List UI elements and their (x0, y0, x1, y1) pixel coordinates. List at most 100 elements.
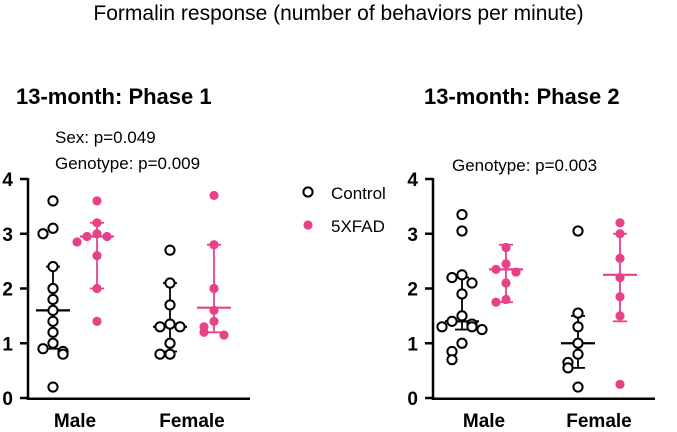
panel-1-title: 13-month: Phase 1 (16, 84, 212, 109)
panel-1-category-label-male: Male (54, 411, 96, 432)
panel-1-control-female-point-3 (164, 318, 176, 330)
panel-2-control-male-point-2 (456, 269, 468, 281)
panel-1-control-male-point-0 (47, 195, 59, 207)
panel-1-5xfad-male-point-3 (82, 231, 92, 242)
panel-1-control-male-point-12 (57, 348, 69, 360)
panel-2-5xfad-male-point-0 (501, 242, 511, 253)
panel-1-control-female-point-2 (164, 299, 176, 311)
panel-2-control-female-point-3 (572, 337, 584, 349)
panel-2-title: 13-month: Phase 2 (424, 84, 620, 109)
panel-1-control-male-point-6 (47, 304, 59, 316)
panel-2-control-male-point-5 (456, 288, 468, 300)
legend-5xfad-label: 5XFAD (331, 217, 385, 236)
panel-2-control-female-point-7 (572, 381, 584, 393)
panel-1-ytick-label-1: 1 (2, 334, 13, 355)
panel-2-5xfad-male-point-5 (501, 294, 511, 305)
panel-2-ytick-label-1: 1 (407, 334, 418, 355)
panel-2-5xfad-female-point-5 (615, 311, 625, 321)
panel-2-5xfad-female-point-4 (615, 292, 625, 302)
panel-1-category-label-female: Female (159, 411, 224, 432)
panel-1-5xfad-male-point-8 (92, 316, 102, 326)
panel-1-5xfad-female-point-1 (209, 240, 219, 250)
panel-2-5xfad-female-point-6 (615, 379, 625, 389)
legend-5xfad-marker (303, 220, 313, 230)
panel-2-control-female-point-4 (572, 348, 584, 360)
panel-1-control-male-point-7 (47, 315, 59, 327)
panel-1-control-male-point-3 (47, 261, 59, 273)
panel-1-ytick-label-3: 3 (2, 225, 13, 246)
panel-1-control-female-point-7 (164, 348, 176, 360)
panel-2-control-male-point-0 (456, 208, 468, 221)
legend-control-marker (302, 186, 314, 198)
panel-1-ytick-label-4: 4 (2, 170, 13, 191)
panel-2-5xfad-female-point-0 (615, 218, 625, 228)
panel-2-axes: 0 1 2 3 4 Male Female (407, 170, 655, 432)
panel-1-control-male-point-13 (47, 381, 59, 393)
panel-2-control-male-point-11 (476, 323, 488, 336)
panel-1-5xfad-female-point-4 (209, 316, 219, 326)
panel-2-control-male-point-1 (456, 225, 468, 237)
panel-1-control-male-point-8 (47, 326, 59, 338)
panel-1-control-male-point-4 (47, 282, 59, 295)
panel-2-control-female-point-6 (562, 362, 574, 374)
panel-1-control-female-point-0 (164, 244, 176, 256)
panel-1-control-male-point-1 (47, 222, 59, 234)
panel-1-5xfad-female-point-7 (219, 330, 229, 340)
panel-1-control-male-point-5 (47, 293, 59, 306)
panel-2-5xfad-male-point-6 (491, 297, 501, 307)
panel-1-control-male-point-2 (37, 228, 49, 240)
panel-1-5xfad-male-point-5 (72, 237, 82, 247)
panel-1-axes: 0 1 2 3 4 Male Female (2, 170, 250, 432)
panel-2-5xfad-female-point-3 (615, 272, 625, 283)
legend: Control 5XFAD (302, 184, 386, 236)
panel-1-5xfad-female-point-2 (209, 283, 219, 294)
panel-1-data (36, 190, 231, 393)
panel-2-5xfad-male-point-3 (511, 267, 521, 277)
panel-2-control-male-point-14 (446, 354, 458, 366)
panel-1-control-female-point-6 (164, 337, 176, 349)
panel-2-control-female-point-1 (572, 307, 584, 319)
legend-control-label: Control (331, 184, 386, 203)
panel-2-ytick-label-0: 0 (407, 389, 418, 410)
panel-2-control-male-point-4 (466, 277, 478, 289)
panel-1-5xfad-male-point-4 (102, 231, 112, 242)
panel-2-control-female-point-2 (572, 321, 584, 333)
panel-1-genotype-pvalue: Genotype: p=0.009 (55, 154, 201, 173)
panel-1-sex-pvalue: Sex: p=0.049 (55, 128, 156, 147)
panel-2-ytick-label-4: 4 (407, 170, 418, 191)
panel-2-data (436, 208, 637, 393)
panel-2-5xfad-male-point-2 (491, 264, 501, 274)
panel-1-5xfad-female-point-6 (199, 327, 209, 337)
panel-1-control-female-point-8 (154, 348, 166, 360)
panel-1-control-male-point-9 (47, 337, 59, 349)
panel-2-5xfad-male-point-4 (501, 278, 511, 288)
panel-2-control-female-point-0 (572, 225, 584, 237)
panel-1-control-male-point-10 (37, 343, 49, 355)
figure-title: Formalin response (number of behaviors p… (93, 2, 584, 25)
panel-1-control-female-point-5 (174, 321, 186, 333)
panel-2-5xfad-female-point-2 (615, 253, 625, 263)
panel-1-5xfad-male-point-6 (92, 251, 102, 261)
panel-1-5xfad-male-point-2 (92, 229, 102, 239)
panel-2-control-male-point-3 (446, 271, 458, 284)
panel-2-control-male-point-12 (456, 337, 468, 349)
panel-2-control-male-point-10 (436, 321, 448, 333)
panel-1-5xfad-male-point-0 (92, 196, 102, 206)
panel-1-5xfad-male-point-1 (92, 218, 102, 228)
panel-2-genotype-pvalue: Genotype: p=0.003 (452, 156, 598, 175)
panel-1-5xfad-female-point-3 (209, 305, 219, 315)
panel-2-5xfad-male-point-1 (501, 259, 511, 269)
panel-2-category-label-male: Male (463, 411, 505, 432)
panel-2-ytick-label-3: 3 (407, 225, 418, 246)
panel-1-5xfad-female-point-0 (209, 190, 219, 201)
panel-1-5xfad-male-point-7 (92, 283, 102, 294)
panel-1-control-female-point-4 (154, 321, 166, 333)
panel-2-5xfad-female-point-1 (615, 229, 625, 239)
panel-1-control-female-point-1 (164, 277, 176, 289)
panel-1-ytick-label-2: 2 (2, 280, 13, 301)
panel-2-control-male-point-6 (456, 310, 468, 322)
panel-1-ytick-label-0: 0 (2, 389, 13, 410)
panel-2-control-male-point-7 (446, 315, 458, 327)
panel-2-control-male-point-9 (466, 321, 478, 333)
